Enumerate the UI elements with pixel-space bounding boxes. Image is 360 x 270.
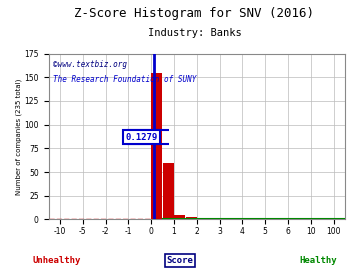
Text: Unhealthy: Unhealthy <box>32 256 81 265</box>
Text: Z-Score Histogram for SNV (2016): Z-Score Histogram for SNV (2016) <box>75 7 314 20</box>
Text: The Research Foundation of SUNY: The Research Foundation of SUNY <box>53 75 196 84</box>
Y-axis label: Number of companies (235 total): Number of companies (235 total) <box>15 78 22 195</box>
Text: Score: Score <box>167 256 193 265</box>
Bar <box>185 217 197 220</box>
Text: ©www.textbiz.org: ©www.textbiz.org <box>53 60 127 69</box>
Bar <box>163 163 174 220</box>
Bar <box>151 73 162 220</box>
Text: Industry: Banks: Industry: Banks <box>148 28 241 38</box>
Bar <box>174 215 185 220</box>
Text: 0.1279: 0.1279 <box>125 133 158 141</box>
Text: Healthy: Healthy <box>299 256 337 265</box>
